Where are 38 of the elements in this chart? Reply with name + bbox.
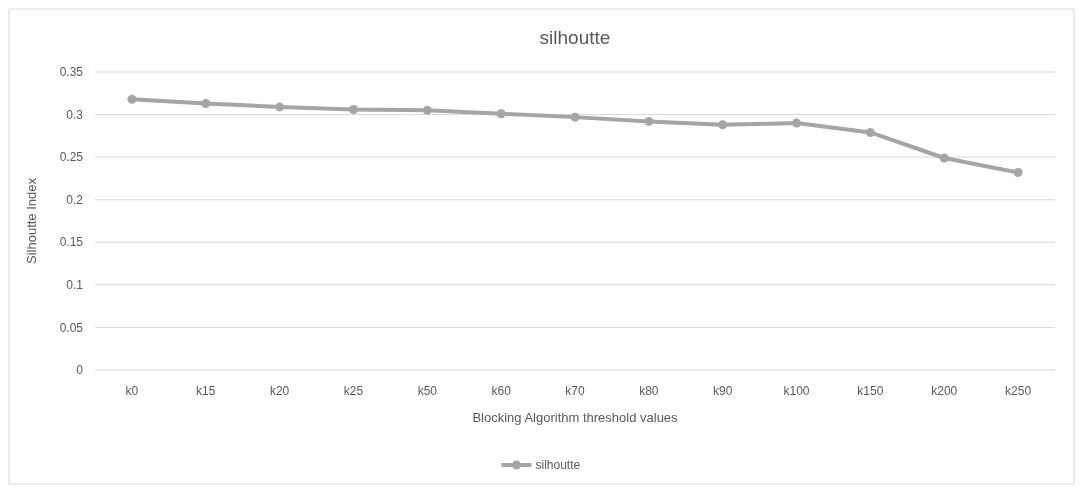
x-tick-label: k70 bbox=[565, 384, 585, 398]
y-tick-label: 0.05 bbox=[59, 320, 84, 335]
point bbox=[127, 94, 137, 104]
point bbox=[792, 118, 802, 128]
y-tick-label: 0.1 bbox=[66, 278, 84, 293]
point bbox=[1013, 167, 1023, 177]
point bbox=[496, 109, 506, 119]
y-tick-label: 0.2 bbox=[66, 192, 84, 207]
point bbox=[939, 153, 949, 163]
x-tick-label: k50 bbox=[417, 384, 438, 398]
point bbox=[718, 120, 728, 130]
point bbox=[275, 102, 285, 112]
x-tick-label: k250 bbox=[1005, 384, 1032, 398]
chart-title: silhoutte bbox=[539, 27, 611, 48]
x-tick-label: k80 bbox=[639, 384, 659, 398]
x-tick-label: k20 bbox=[269, 384, 290, 398]
point bbox=[348, 104, 358, 114]
y-tick-label: 0 bbox=[76, 363, 84, 378]
y-tick-label: 0.3 bbox=[66, 107, 84, 122]
x-tick-label: k200 bbox=[931, 384, 958, 398]
y-axis-title: Silhoutte Index bbox=[24, 177, 39, 265]
x-tick-label: k25 bbox=[343, 384, 364, 398]
x-tick-label: k0 bbox=[125, 384, 139, 398]
x-tick-label: k90 bbox=[713, 384, 733, 398]
x-tick-label: k60 bbox=[491, 384, 512, 398]
x-axis-title: Blocking Algorithm threshold values bbox=[472, 410, 679, 425]
point bbox=[570, 112, 580, 122]
y-tick-label: 0.25 bbox=[59, 150, 84, 165]
x-tick-label: k150 bbox=[857, 384, 884, 398]
point bbox=[865, 127, 875, 137]
x-tick-label: k100 bbox=[783, 384, 810, 398]
x-tick-label: k15 bbox=[196, 384, 216, 398]
legend-label: silhoutte bbox=[535, 458, 581, 473]
point bbox=[201, 99, 211, 108]
y-tick-label: 0.15 bbox=[59, 235, 84, 250]
point bbox=[422, 105, 432, 115]
y-tick-label: 0.35 bbox=[59, 65, 84, 80]
point bbox=[644, 116, 654, 126]
